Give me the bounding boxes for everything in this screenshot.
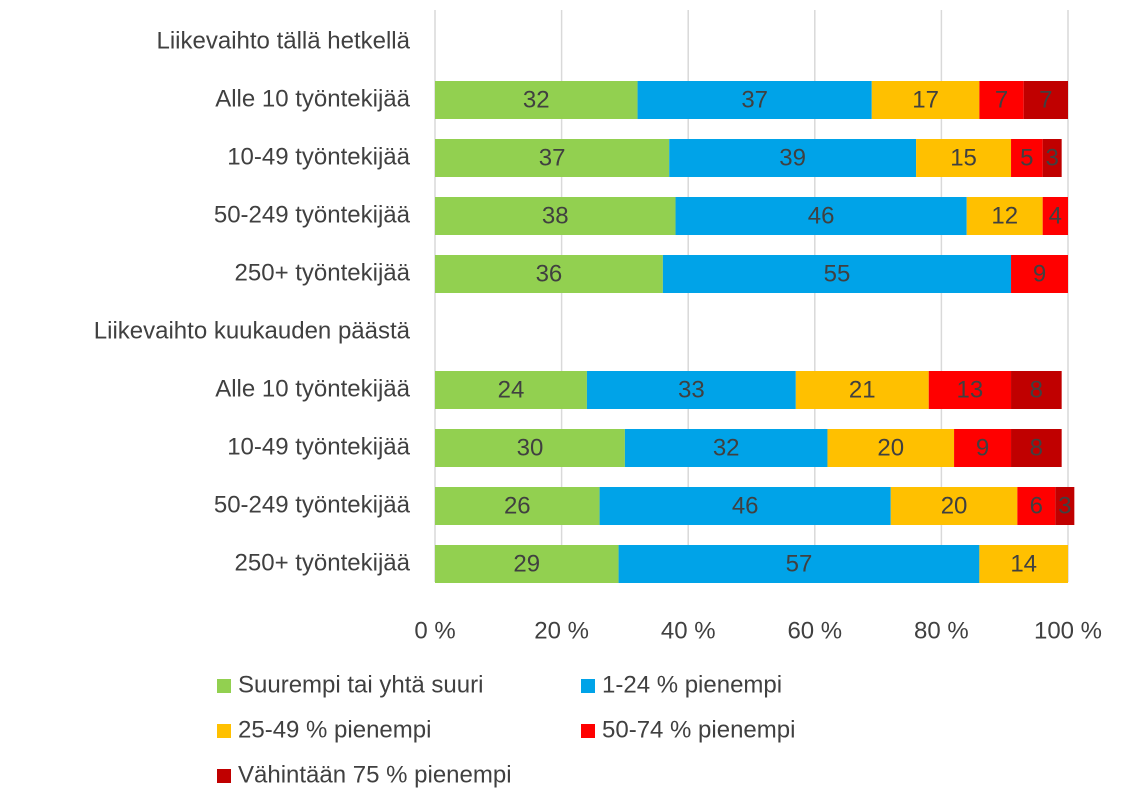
value-label: 5 [1020,144,1033,171]
bar-segment [928,371,1012,409]
value-label: 12 [991,202,1018,229]
legend-swatch [217,769,231,783]
value-label: 20 [877,434,904,461]
value-label: 46 [732,492,759,519]
category-label: 250+ työntekijää [235,549,411,576]
value-label: 8 [1030,434,1043,461]
bar-segment [1042,139,1062,177]
bar-segment [1011,371,1062,409]
bar-segment [586,371,796,409]
category-label: 10-49 työntekijää [227,433,410,460]
bar-segment [435,197,676,235]
value-label: 3 [1058,492,1071,519]
bar-segment [890,487,1018,525]
value-label: 39 [779,144,806,171]
category-label: 50-249 työntekijää [214,201,411,228]
bar-segment [435,255,663,293]
bar-segment [675,197,967,235]
category-label: Alle 10 työntekijää [215,85,410,112]
bar-segment [1011,139,1043,177]
bar-segment [1011,429,1062,467]
x-tick-label: 0 % [414,617,455,644]
legend-label: 25-49 % pienempi [238,716,431,743]
bar-segment [979,545,1068,583]
category-label: Liikevaihto tällä hetkellä [157,27,411,54]
value-label: 33 [678,376,705,403]
bar-segment [435,429,625,467]
x-tick-label: 40 % [661,617,716,644]
legend-swatch [581,724,595,738]
bar-segment [966,197,1043,235]
value-label: 21 [849,376,876,403]
bar-segment [954,429,1012,467]
bar-segment [435,371,587,409]
value-label: 4 [1049,202,1062,229]
value-label: 32 [713,434,740,461]
category-label: 250+ työntekijää [235,259,411,286]
x-tick-label: 100 % [1034,617,1102,644]
bar-segment [979,81,1024,119]
value-label: 32 [523,86,550,113]
value-label: 55 [824,260,851,287]
value-label: 30 [517,434,544,461]
bar-segment [662,255,1012,293]
value-label: 37 [539,144,566,171]
value-label: 14 [1010,550,1037,577]
value-label: 46 [808,202,835,229]
bar-segment [624,429,828,467]
value-label: 13 [957,376,984,403]
legend-label: Vähintään 75 % pienempi [238,761,512,788]
bar-segment [599,487,891,525]
bar-segment [618,545,980,583]
bar-segment [435,81,638,119]
value-label: 36 [536,260,563,287]
legend-swatch [581,679,595,693]
value-label: 20 [941,492,968,519]
legend-swatch [217,724,231,738]
value-label: 7 [995,86,1008,113]
category-label: Alle 10 työntekijää [215,375,410,402]
value-label: 29 [513,550,540,577]
value-label: 15 [950,144,977,171]
value-label: 37 [741,86,768,113]
value-label: 6 [1030,492,1043,519]
bar-segment [916,139,1012,177]
bar-segment [435,545,619,583]
bar-segment [871,81,980,119]
legend-swatch [217,679,231,693]
category-label: 10-49 työntekijää [227,143,410,170]
bar-segment [1042,197,1068,235]
bar-segment [1017,487,1056,525]
bar-segment [1023,81,1068,119]
legend-label: Suurempi tai yhtä suuri [238,671,483,698]
category-label: Liikevaihto kuukauden päästä [94,317,411,344]
value-label: 9 [976,434,989,461]
value-label: 9 [1033,260,1046,287]
value-label: 7 [1039,86,1052,113]
bar-segment [435,139,670,177]
x-tick-label: 80 % [914,617,969,644]
value-label: 17 [912,86,939,113]
legend-label: 1-24 % pienempi [602,671,782,698]
legend-label: 50-74 % pienempi [602,716,795,743]
bar-segment [795,371,929,409]
value-label: 38 [542,202,569,229]
bar-segment [827,429,955,467]
x-tick-label: 20 % [534,617,589,644]
bar-segment [435,487,600,525]
bar-segment [1011,255,1068,293]
value-label: 8 [1030,376,1043,403]
value-label: 26 [504,492,531,519]
value-label: 24 [498,376,525,403]
category-label: 50-249 työntekijää [214,491,411,518]
bar-segment [637,81,872,119]
bar-segment [1055,487,1075,525]
value-label: 57 [786,550,813,577]
x-tick-label: 60 % [787,617,842,644]
bar-segment [669,139,917,177]
value-label: 3 [1045,144,1058,171]
